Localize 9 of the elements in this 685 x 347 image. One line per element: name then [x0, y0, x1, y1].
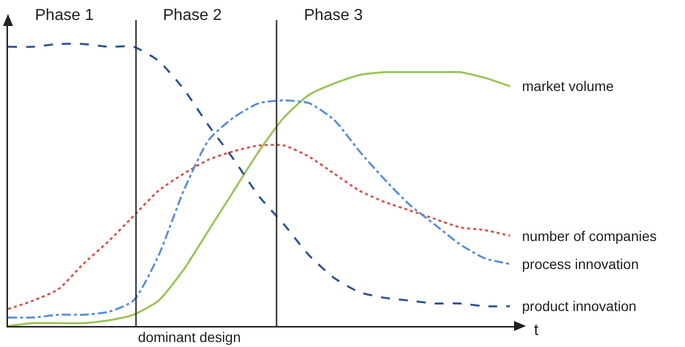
series-label: product innovation [522, 298, 636, 314]
series-label: number of companies [522, 228, 657, 244]
x-axis-title: t [534, 322, 539, 339]
text: Phase 1 [35, 7, 94, 24]
text: Phase 2 [163, 7, 222, 24]
series-label: process innovation [522, 256, 639, 272]
series-label: market volume [522, 78, 614, 94]
text: dominant design [138, 329, 241, 345]
text: Phase 3 [304, 7, 363, 24]
